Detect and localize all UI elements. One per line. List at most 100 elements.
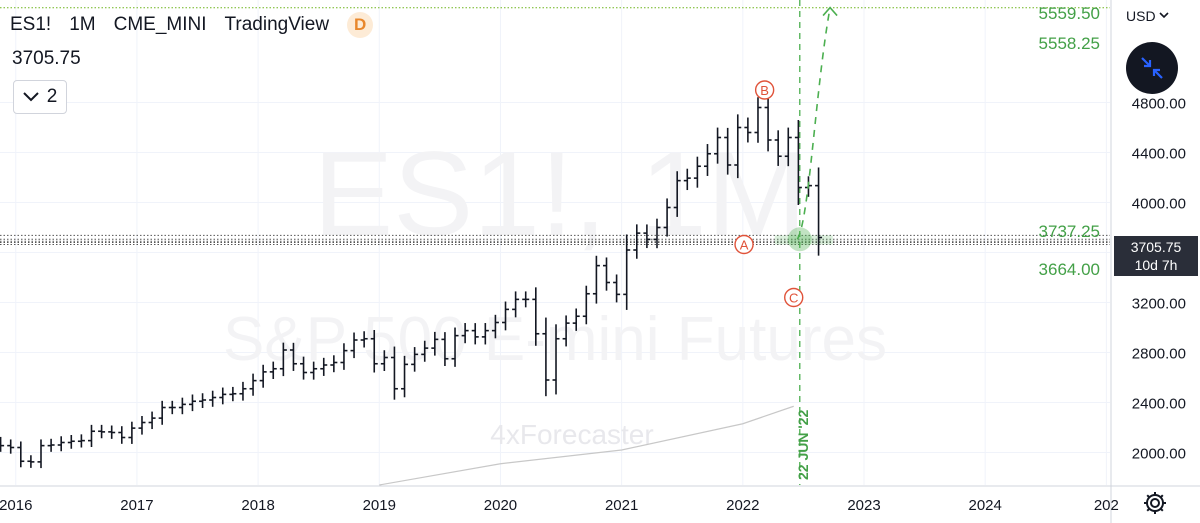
y-tick-label: 4400.00	[1132, 146, 1186, 163]
interval[interactable]: 1M	[69, 14, 96, 35]
ohlc-bar	[148, 411, 156, 430]
ohlc-bar	[431, 331, 439, 356]
collapse-arrows-button[interactable]	[1126, 42, 1178, 94]
last-price-tag-value: 3705.75	[1130, 239, 1182, 255]
ohlc-bar	[178, 397, 186, 415]
gear-icon[interactable]	[1142, 490, 1168, 516]
watermark-author: 4xForecaster	[490, 419, 653, 450]
ohlc-bar	[744, 117, 752, 143]
horizontal-levels	[0, 0, 1110, 485]
x-tick-label: 2019	[363, 497, 396, 514]
ohlc-bar	[108, 425, 116, 439]
x-tick-label: 2020	[484, 497, 517, 514]
x-tick-label: 2016	[0, 497, 32, 514]
ohlc-bar	[481, 323, 489, 345]
ohlc-bar	[87, 424, 95, 448]
x-tick-label: 202	[1094, 497, 1119, 514]
ohlc-bar	[199, 393, 207, 409]
y-tick-label: 4000.00	[1132, 196, 1186, 213]
indicators-collapse-button[interactable]: 2	[13, 80, 67, 114]
wave-labels: A B C	[734, 80, 804, 308]
ohlc-bar	[340, 343, 348, 370]
ohlc-bar	[683, 168, 691, 191]
ohlc-bar	[0, 436, 5, 452]
ohlc-bar	[401, 355, 409, 398]
projection-curve	[796, 7, 831, 240]
ohlc-bar	[461, 323, 469, 344]
level-label-3664: 3664.00	[1039, 260, 1100, 279]
ohlc-bar	[279, 342, 287, 377]
ohlc-bar	[269, 361, 277, 380]
ohlc-bar	[794, 120, 802, 205]
x-tick-label: 2021	[605, 497, 638, 514]
wave-label-circle-A	[734, 234, 754, 255]
ohlc-bar	[441, 332, 449, 366]
ohlc-bar	[289, 342, 297, 371]
ohlc-bar	[7, 439, 15, 454]
ohlc-bar	[663, 198, 671, 237]
ohlc-bar	[512, 291, 520, 318]
ohlc-bar	[138, 416, 146, 435]
ohlc-bar	[532, 287, 540, 346]
ohlc-bar	[592, 255, 600, 304]
ohlc-bar	[360, 331, 368, 348]
chevron-down-icon	[1158, 12, 1169, 19]
ohlc-bar	[633, 224, 641, 259]
ma-line	[379, 405, 794, 486]
ohlc-bar	[320, 357, 328, 376]
ohlc-bar	[451, 327, 459, 367]
ohlc-bar	[502, 301, 510, 331]
y-tick-label: 2400.00	[1132, 396, 1186, 413]
chart-watermark: ES1!, 1M S&P 500 E-mini Futures 4xForeca…	[223, 127, 887, 450]
ohlc-bar	[673, 171, 681, 217]
wave-label-circle-C	[784, 287, 804, 308]
ohlc-bar	[27, 455, 35, 468]
ohlc-bar	[562, 315, 570, 347]
collapse-arrows-icon	[1141, 57, 1163, 79]
level-label-5559: 5559.50	[1039, 4, 1100, 23]
wave-label-B: B	[760, 83, 769, 98]
level-label-3737: 3737.25	[1039, 222, 1100, 241]
ohlc-bar	[158, 400, 166, 425]
delayed-badge[interactable]: D	[347, 12, 374, 38]
wave-label-circle-B	[754, 80, 775, 100]
ohlc-bar	[764, 96, 772, 152]
moving-average	[379, 405, 794, 486]
ohlc-bar	[300, 356, 308, 380]
ohlc-bar	[815, 167, 823, 256]
ohlc-bar	[209, 390, 217, 407]
source: TradingView	[224, 14, 330, 35]
projection-path	[796, 6, 838, 240]
y-tick-label: 2800.00	[1132, 346, 1186, 363]
currency-selector[interactable]: USD	[1126, 8, 1170, 24]
ohlc-bar	[77, 434, 85, 448]
ohlc-bar	[229, 386, 237, 402]
ohlc-bar	[350, 332, 358, 359]
target-dot	[787, 227, 812, 252]
ohlc-bar	[128, 421, 136, 444]
ohlc-bar	[522, 291, 530, 308]
ohlc-bar	[582, 285, 590, 325]
ohlc-bar	[421, 340, 429, 362]
projection-arrowhead	[822, 6, 838, 17]
ohlc-bar	[693, 156, 701, 188]
y-tick-label: 2000.00	[1132, 446, 1186, 463]
ohlc-bar	[703, 144, 711, 176]
x-tick-label: 2018	[241, 497, 274, 514]
symbol[interactable]: ES1!	[10, 14, 52, 35]
chart-grid	[0, 0, 1110, 485]
ohlc-bar	[17, 441, 25, 468]
ohlc-bar	[411, 347, 419, 372]
ohlc-bar	[552, 324, 560, 395]
x-tick-label: 2017	[120, 497, 153, 514]
ohlc-bar	[613, 274, 621, 303]
ohlc-bar	[390, 346, 398, 400]
ohlc-bar	[118, 426, 126, 444]
y-tick-label: 3200.00	[1132, 296, 1186, 313]
chevron-down-icon	[22, 92, 39, 102]
x-tick-label: 2022	[726, 497, 759, 514]
ohlc-bar	[188, 394, 196, 412]
date-marker-label: 22 JUN '22	[795, 410, 811, 480]
